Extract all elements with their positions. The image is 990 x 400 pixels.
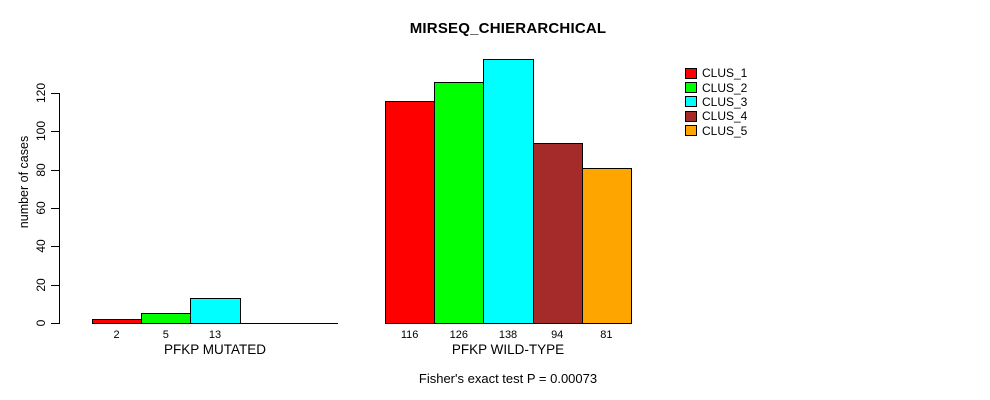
legend-row: CLUS_2 [685,80,747,94]
legend-swatch [685,125,697,137]
chart-title: MIRSEQ_CHIERARCHICAL [409,20,607,37]
legend-label: CLUS_3 [702,94,748,109]
y-tick-label: 80 [34,162,48,177]
bar [533,142,583,324]
legend-row: CLUS_1 [685,66,747,80]
group-label: PFKP WILD-TYPE [451,342,565,357]
bar [434,81,484,324]
y-tick [51,93,59,94]
y-tick [51,284,59,286]
bar [582,167,632,324]
y-tick [51,208,59,209]
legend-swatch [685,110,697,122]
legend-swatch [685,82,697,94]
y-axis-title: number of cases [17,135,31,229]
y-tick-label: 40 [34,239,48,254]
bar-value-label: 138 [498,329,518,341]
legend-label: CLUS_5 [702,123,748,138]
bar-value-label: 94 [551,329,564,341]
group-label: PFKP MUTATED [163,342,267,357]
bar-value-label: 116 [400,329,419,341]
bar [385,100,435,324]
y-tick [51,246,59,248]
bar-value-label: 13 [208,329,222,341]
bar [190,298,241,324]
bar-value-label: 2 [113,329,120,341]
legend-row: CLUS_3 [685,95,747,109]
y-tick-label: 20 [34,277,48,292]
y-tick-label: 60 [34,201,48,215]
y-tick-label: 100 [34,121,48,142]
y-tick-label: 120 [34,82,48,104]
legend-swatch [685,67,697,79]
y-tick [51,323,59,324]
y-axis-line [59,93,60,324]
y-tick [51,131,59,133]
legend-row: CLUS_4 [685,109,747,123]
legend-swatch [685,96,697,108]
bar-value-label: 81 [600,329,613,341]
bar [483,58,534,324]
bar-value-label: 126 [449,329,468,341]
y-tick [51,169,59,171]
caption: Fisher's exact test P = 0.00073 [418,371,598,386]
legend-label: CLUS_2 [702,80,748,95]
bar [92,319,142,324]
legend: CLUS_1 CLUS_2 CLUS_3 CLUS_4 CLUS_5 [685,66,747,138]
legend-label: CLUS_4 [702,109,748,124]
y-tick-label: 0 [34,319,48,327]
bar-value-label: 5 [162,329,169,341]
bar [141,313,191,324]
legend-label: CLUS_1 [702,66,748,81]
legend-row: CLUS_5 [685,124,747,138]
